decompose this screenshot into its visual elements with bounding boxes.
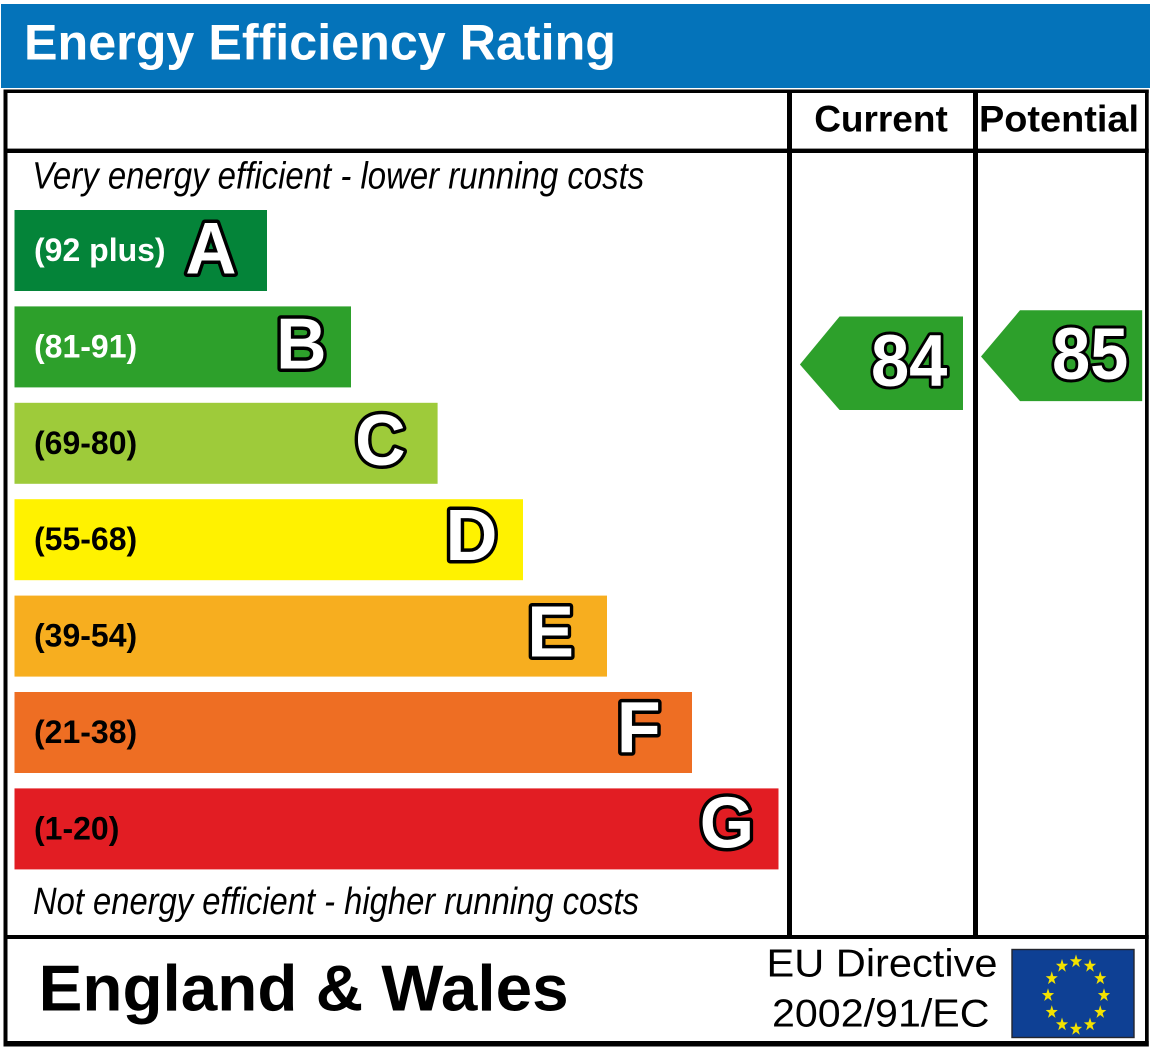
svg-text:(81-91): (81-91) — [34, 328, 137, 364]
svg-text:85: 85 — [1052, 314, 1128, 395]
svg-text:85: 85 — [1052, 314, 1128, 395]
svg-text:A: A — [185, 209, 236, 290]
svg-text:G: G — [700, 784, 754, 864]
svg-text:EU Directive: EU Directive — [767, 942, 998, 985]
svg-text:B: B — [276, 305, 326, 385]
svg-text:(55-68): (55-68) — [34, 521, 137, 557]
svg-text:(21-38): (21-38) — [34, 714, 137, 750]
svg-text:2002/91/EC: 2002/91/EC — [772, 993, 990, 1036]
svg-text:84: 84 — [871, 321, 948, 402]
svg-text:(69-80): (69-80) — [34, 425, 137, 461]
svg-text:84: 84 — [871, 321, 948, 402]
svg-text:D: D — [446, 496, 498, 576]
svg-text:(1-20): (1-20) — [34, 810, 119, 846]
svg-text:(92 plus): (92 plus) — [34, 232, 166, 268]
svg-text:Very energy efficient - lower: Very energy efficient - lower running co… — [32, 155, 644, 197]
svg-text:G: G — [700, 784, 754, 864]
svg-text:C: C — [355, 401, 405, 481]
svg-text:Energy Efficiency Rating: Energy Efficiency Rating — [24, 15, 616, 71]
svg-text:Not energy efficient - higher: Not energy efficient - higher running co… — [33, 881, 639, 923]
svg-text:A: A — [185, 209, 236, 290]
svg-text:F: F — [617, 689, 661, 769]
svg-text:Potential: Potential — [979, 98, 1139, 139]
svg-text:E: E — [527, 593, 574, 673]
svg-text:F: F — [617, 689, 661, 769]
svg-text:E: E — [527, 593, 574, 673]
svg-text:C: C — [355, 401, 405, 481]
svg-text:B: B — [276, 305, 326, 385]
svg-text:Current: Current — [814, 98, 948, 139]
svg-text:England & Wales: England & Wales — [39, 952, 569, 1024]
svg-text:(39-54): (39-54) — [34, 618, 137, 654]
svg-text:D: D — [446, 496, 498, 576]
